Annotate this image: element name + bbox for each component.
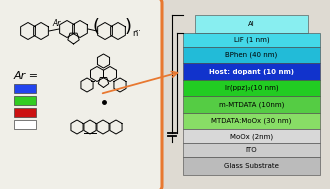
Bar xyxy=(14,96,36,105)
Text: MoOx (2nm): MoOx (2nm) xyxy=(230,133,273,139)
Bar xyxy=(183,157,320,175)
Text: Ar: Ar xyxy=(52,19,60,28)
Text: Host: dopant (10 nm): Host: dopant (10 nm) xyxy=(209,68,294,74)
Text: ITO: ITO xyxy=(246,147,257,153)
Text: MTDATA:MoOx (30 nm): MTDATA:MoOx (30 nm) xyxy=(211,118,292,124)
Text: LiF (1 nm): LiF (1 nm) xyxy=(234,36,269,43)
Bar xyxy=(14,108,36,117)
Text: Ar =: Ar = xyxy=(14,71,39,81)
Bar xyxy=(183,143,320,157)
Text: ...: ... xyxy=(134,26,141,32)
FancyBboxPatch shape xyxy=(152,0,330,189)
Bar xyxy=(195,15,308,33)
Bar xyxy=(183,63,320,80)
Bar xyxy=(183,96,320,113)
Bar xyxy=(14,84,36,93)
Bar xyxy=(183,113,320,129)
Text: ): ) xyxy=(125,18,132,36)
Text: BPhen (40 nm): BPhen (40 nm) xyxy=(225,52,278,58)
Text: Glass Substrate: Glass Substrate xyxy=(224,163,279,169)
Bar xyxy=(14,120,36,129)
Text: Ir(ppz)₂(10 nm): Ir(ppz)₂(10 nm) xyxy=(225,85,278,91)
Text: (: ( xyxy=(93,18,100,36)
Text: Al: Al xyxy=(248,21,255,27)
Bar xyxy=(183,33,320,47)
Bar xyxy=(183,47,320,63)
Bar xyxy=(183,129,320,143)
Bar xyxy=(183,80,320,96)
Text: m-MTDATA (10nm): m-MTDATA (10nm) xyxy=(219,101,284,108)
FancyBboxPatch shape xyxy=(0,0,162,189)
Text: n: n xyxy=(132,29,137,38)
